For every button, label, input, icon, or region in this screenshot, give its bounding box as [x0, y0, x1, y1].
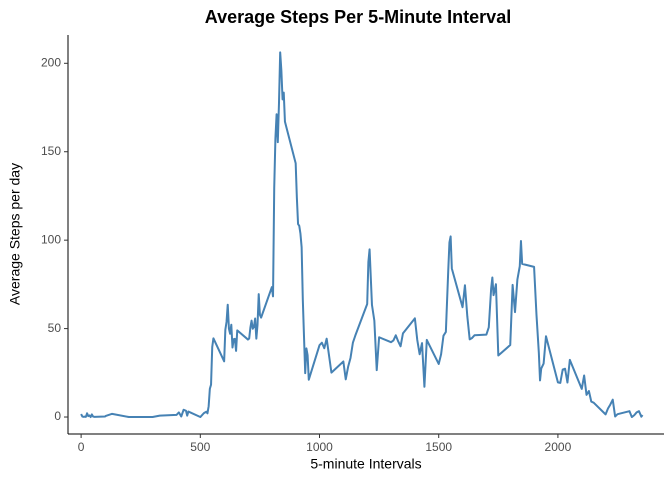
y-tick-label: 150: [41, 144, 61, 158]
data-line: [80, 51, 644, 419]
x-tick-label: 500: [190, 440, 210, 454]
y-tick-label: 0: [54, 409, 61, 423]
x-tick-label: 0: [78, 440, 85, 454]
x-tick-label: 2000: [545, 440, 572, 454]
y-tick-label: 100: [41, 232, 61, 246]
x-tick-label: 1000: [306, 440, 333, 454]
y-axis-label: Average Steps per day: [7, 163, 23, 305]
x-axis-label: 5-minute Intervals: [310, 456, 421, 472]
chart-title: Average Steps Per 5-Minute Interval: [205, 7, 511, 27]
y-tick-label: 50: [48, 321, 62, 335]
x-tick-label: 1500: [425, 440, 452, 454]
y-tick-label: 200: [41, 55, 61, 69]
